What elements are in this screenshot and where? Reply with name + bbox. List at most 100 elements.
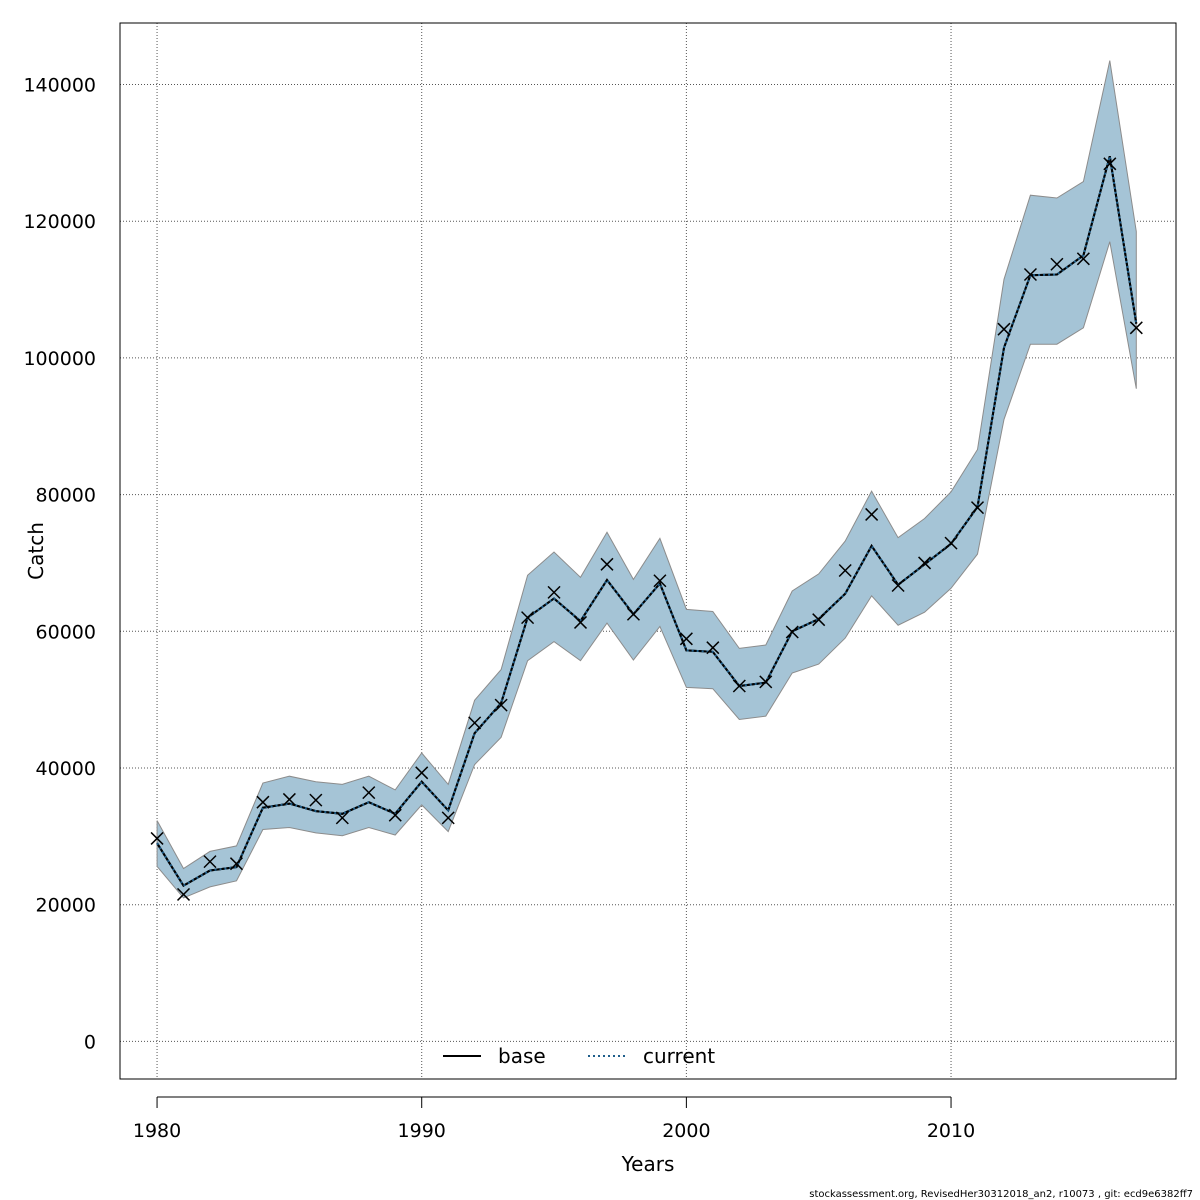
y-tick-label: 40000: [36, 758, 96, 780]
observed-marker-stroke: [415, 766, 429, 780]
observed-marker-stroke: [176, 887, 191, 901]
observed-marker: [838, 563, 852, 578]
y-tick-label: 0: [84, 1031, 96, 1053]
observed-marker-stroke: [865, 507, 879, 521]
observed-marker: [468, 716, 482, 730]
observed-marker: [203, 855, 217, 869]
observed-marker: [997, 322, 1011, 336]
observed-marker-stroke: [706, 641, 720, 655]
observed-marker: [865, 507, 879, 521]
observed-marker-stroke: [970, 501, 985, 515]
observed-marker: [282, 792, 296, 806]
observed-marker-stroke: [362, 786, 376, 800]
observed-marker: [494, 698, 508, 712]
observed-marker-stroke: [812, 613, 826, 627]
observed-marker-stroke: [944, 536, 958, 550]
observed-marker: [1076, 252, 1090, 266]
observed-marker-stroke: [256, 795, 270, 809]
observed-marker: [415, 766, 429, 780]
legend: base current: [443, 1044, 715, 1068]
observed-marker: [944, 536, 958, 550]
observed-marker: [362, 786, 376, 800]
observed-marker: [732, 679, 746, 693]
y-tick-label: 80000: [36, 485, 96, 507]
y-tick-label: 100000: [23, 348, 96, 370]
axes: 1980 1990 2000 2010 0 20000 40000 60000 80000 100…: [23, 75, 975, 1142]
observed-marker: [309, 793, 323, 807]
observed-marker: [918, 556, 932, 570]
y-tick-label: 20000: [36, 895, 96, 917]
confidence-band: [156, 60, 1137, 899]
observed-marker: [573, 615, 588, 629]
y-tick-label: 120000: [23, 211, 96, 233]
y-tick-label: 140000: [23, 75, 96, 97]
observed-marker: [891, 578, 905, 593]
observed-marker-stroke: [521, 611, 535, 625]
observed-marker-stroke: [309, 793, 323, 807]
observed-marker: [706, 641, 720, 655]
observed-marker-stroke: [732, 679, 746, 693]
observed-marker-stroke: [1050, 257, 1064, 271]
x-tick-label: 2000: [662, 1120, 710, 1142]
observed-marker: [441, 811, 455, 825]
observed-marker: [653, 574, 667, 588]
legend-label-current: current: [643, 1044, 715, 1068]
observed-marker-stroke: [1076, 252, 1090, 266]
observed-marker-stroke: [653, 574, 667, 588]
observed-marker: [256, 795, 270, 809]
x-tick-label: 1980: [133, 1120, 181, 1142]
observed-marker: [521, 611, 535, 625]
legend-label-base: base: [498, 1044, 546, 1068]
observed-marker: [759, 675, 773, 689]
observed-marker: [547, 585, 561, 599]
observed-marker: [785, 625, 799, 639]
observed-marker-stroke: [785, 625, 799, 639]
observed-marker-stroke: [891, 578, 905, 593]
observed-marker: [150, 831, 164, 845]
observed-marker-stroke: [229, 857, 243, 871]
observed-marker-stroke: [997, 322, 1011, 336]
observed-marker: [1023, 267, 1037, 282]
x-axis-title: Years: [621, 1152, 675, 1176]
footer-text: stockassessment.org, RevisedHer30312018_…: [809, 1189, 1193, 1200]
observed-marker-stroke: [335, 811, 349, 825]
observed-marker: [812, 613, 826, 627]
ci-band-area: [156, 60, 1137, 899]
observed-marker: [229, 857, 243, 871]
observed-marker-stroke: [1129, 321, 1143, 335]
observed-marker-stroke: [759, 675, 773, 689]
observed-marker-stroke: [1023, 267, 1037, 282]
observed-marker-stroke: [838, 563, 852, 578]
observed-marker: [1129, 321, 1143, 335]
observed-marker-stroke: [203, 855, 217, 869]
plot-frame: [119, 22, 1177, 1080]
observed-marker-stroke: [441, 811, 455, 825]
observed-marker-stroke: [679, 632, 693, 646]
x-tick-label: 2010: [927, 1120, 975, 1142]
observed-marker: [1103, 157, 1117, 171]
observed-marker-stroke: [626, 607, 640, 621]
observed-marker-stroke: [547, 585, 561, 599]
observed-marker: [176, 887, 191, 901]
observed-marker-stroke: [600, 557, 614, 571]
observed-marker: [388, 808, 402, 822]
observed-marker: [679, 632, 693, 646]
x-tick-label: 1990: [398, 1120, 446, 1142]
observed-marker-stroke: [468, 716, 482, 730]
observed-marker-stroke: [150, 831, 164, 845]
y-tick-label: 60000: [36, 621, 96, 643]
observed-markers: [150, 157, 1143, 901]
observed-marker-stroke: [573, 615, 588, 629]
y-axis-title: Catch: [24, 522, 48, 580]
observed-marker: [1050, 257, 1064, 271]
observed-marker-stroke: [1103, 157, 1117, 171]
observed-marker-stroke: [388, 808, 402, 822]
observed-marker-stroke: [494, 698, 508, 712]
observed-marker: [626, 607, 640, 621]
observed-marker-stroke: [918, 556, 932, 570]
observed-marker: [970, 501, 985, 515]
observed-marker-stroke: [282, 792, 296, 806]
observed-marker: [600, 557, 614, 571]
observed-marker: [335, 811, 349, 825]
